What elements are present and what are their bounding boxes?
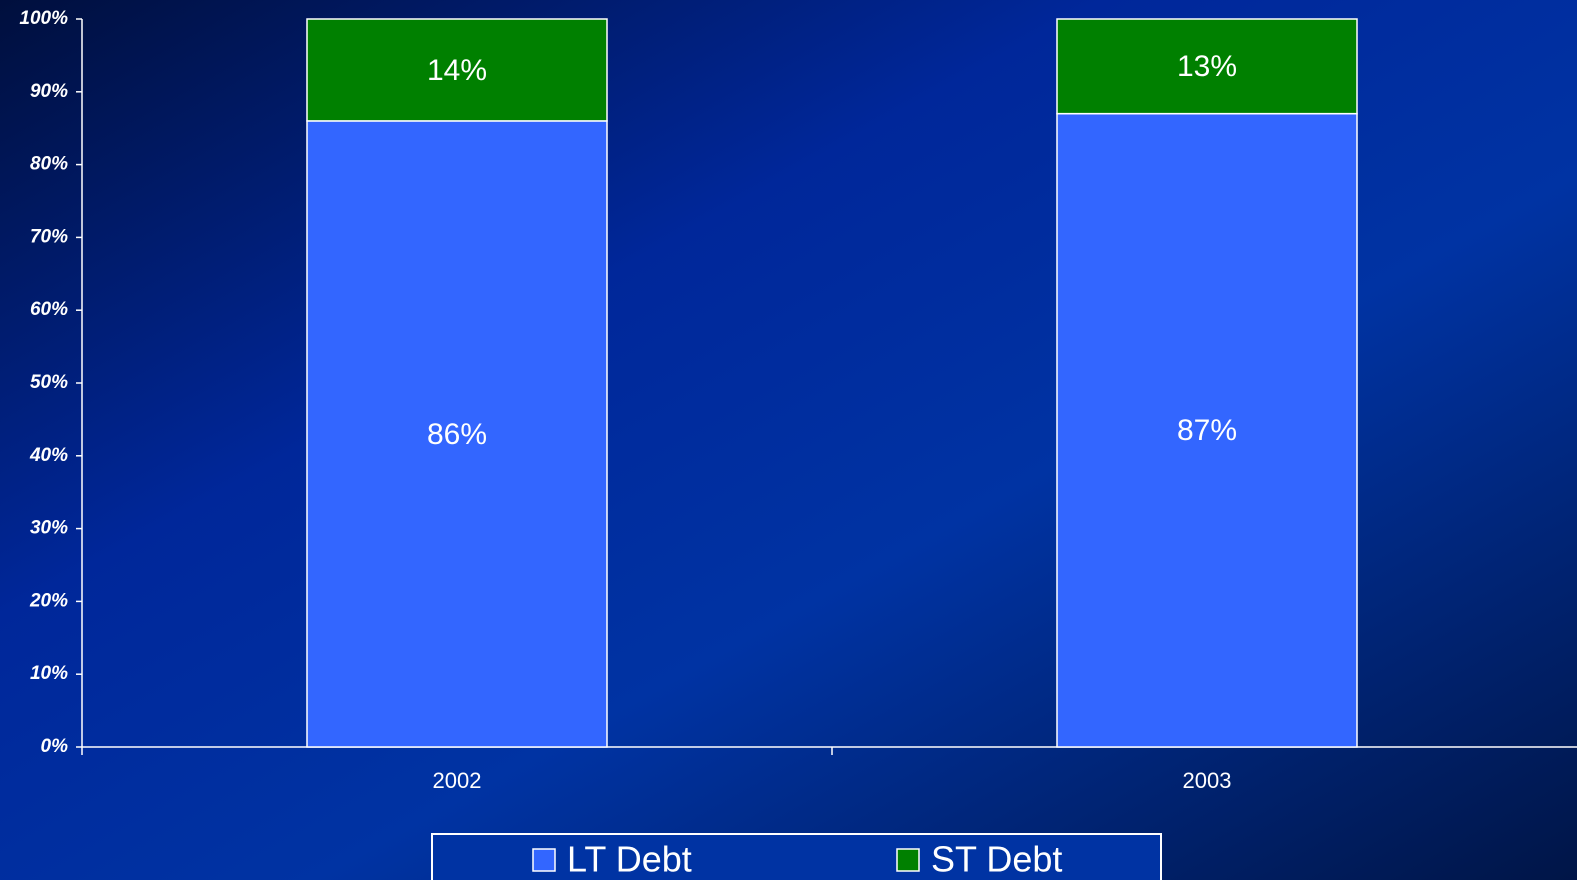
y-tick-label: 90% [30,81,68,102]
bar-segment [306,120,608,748]
y-tick-label: 10% [30,663,68,684]
y-tick-label: 40% [29,445,68,466]
x-tick-label: 2003 [1183,768,1232,793]
data-label: 13% [1177,50,1237,83]
y-tick-label: 50% [30,372,68,393]
y-tick-label: 100% [19,8,68,29]
legend-swatch [896,848,920,872]
bar-segment [1056,112,1358,748]
data-label: 86% [427,418,487,451]
y-tick-label: 60% [30,299,68,320]
data-label: 87% [1177,414,1237,447]
y-tick-label: 20% [29,590,68,611]
legend-swatch [532,848,556,872]
y-tick-label: 80% [30,154,68,175]
bar-segment [306,18,608,122]
data-label: 14% [427,54,487,87]
bar-segment [1056,18,1358,115]
legend-label: LT Debt [567,839,692,880]
legend-label: ST Debt [931,839,1062,880]
x-tick-label: 2002 [433,768,482,793]
y-tick-label: 70% [30,226,68,247]
y-tick-label: 0% [41,736,69,757]
y-tick-label: 30% [30,518,68,539]
